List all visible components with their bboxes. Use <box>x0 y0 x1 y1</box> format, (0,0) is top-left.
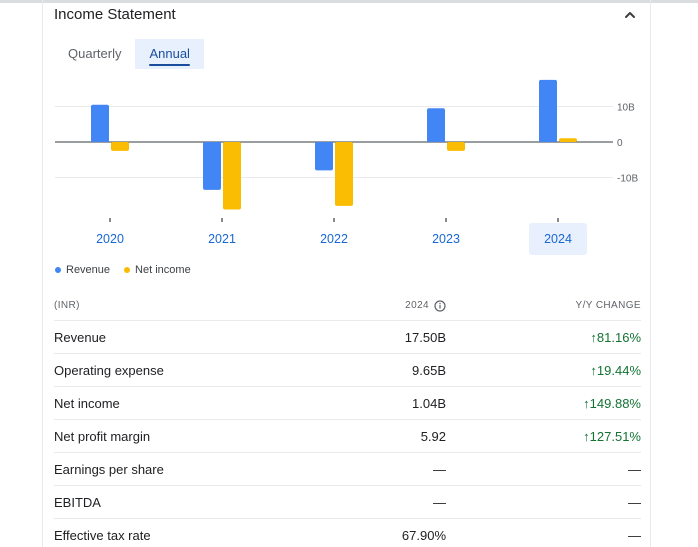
row-value: — <box>433 494 446 510</box>
year-axis: 2020 2021 2022 2023 2024 <box>43 223 650 255</box>
legend-item-net-income: Net income <box>124 262 191 278</box>
card-header[interactable]: Income Statement <box>54 5 644 27</box>
row-label: Operating expense <box>54 362 164 378</box>
row-value: 9.65B <box>412 362 446 378</box>
row-value: 17.50B <box>404 329 446 345</box>
revenue-bar-2022[interactable] <box>315 142 333 171</box>
table-row: Net income 1.04B ↑149.88% <box>54 387 641 420</box>
revenue-bar-2020[interactable] <box>91 104 109 142</box>
year-label-2023[interactable]: 2023 <box>432 232 460 246</box>
row-change: — <box>628 494 641 510</box>
legend-item-revenue: Revenue <box>55 262 110 278</box>
year-label-2022[interactable]: 2022 <box>320 232 348 246</box>
net-income-bar-2024[interactable] <box>559 138 577 142</box>
revenue-bar-2024[interactable] <box>539 79 557 142</box>
table-header: (INR) 2024 Y/Y CHANGE <box>54 291 641 321</box>
row-label: Effective tax rate <box>54 527 151 543</box>
row-label: Net income <box>54 395 120 411</box>
chart-legend: Revenue Net income <box>55 262 191 278</box>
row-label: Earnings per share <box>54 461 164 477</box>
year-label-2020[interactable]: 2020 <box>96 232 124 246</box>
table-row: Operating expense 9.65B ↑19.44% <box>54 354 641 387</box>
row-change: ↑127.51% <box>583 428 641 444</box>
row-label: EBITDA <box>54 494 101 510</box>
top-border <box>0 0 698 3</box>
header-year: 2024 <box>354 299 446 312</box>
row-value: — <box>433 461 446 477</box>
row-change: — <box>628 527 641 543</box>
financials-table: (INR) 2024 Y/Y CHANGE Revenue 17.50B ↑81.1… <box>54 291 641 547</box>
net-income-bar-2023[interactable] <box>447 142 465 151</box>
income-chart: 10B 0 -10B <box>43 73 650 263</box>
table-row: EBITDA — — <box>54 486 641 519</box>
card-border-left <box>42 0 43 547</box>
table-row: Earnings per share — — <box>54 453 641 486</box>
y-tick-label: -10B <box>617 174 638 185</box>
revenue-bar-2021[interactable] <box>203 142 221 190</box>
table-row: Revenue 17.50B ↑81.16% <box>54 321 641 354</box>
y-tick-label: 0 <box>617 138 623 149</box>
row-value: 1.04B <box>412 395 446 411</box>
chart-plot: 10B 0 -10B <box>55 79 638 222</box>
year-label-2024[interactable]: 2024 <box>529 223 587 255</box>
tab-annual[interactable]: Annual <box>135 39 204 69</box>
row-change: ↑19.44% <box>590 362 641 378</box>
row-label: Revenue <box>54 329 107 345</box>
row-change: ↑81.16% <box>590 329 641 345</box>
y-tick-label: 10B <box>617 103 635 114</box>
info-icon[interactable] <box>434 299 446 312</box>
period-tabs: Quarterly Annual <box>54 39 204 69</box>
legend-label-revenue: Revenue <box>66 264 111 276</box>
chevron-up-icon[interactable] <box>620 5 640 25</box>
row-change: ↑149.88% <box>583 395 641 411</box>
revenue-bar-2023[interactable] <box>427 108 445 142</box>
net-income-bar-2020[interactable] <box>111 142 129 151</box>
table-row: Net profit margin 5.92 ↑127.51% <box>54 420 641 453</box>
revenue-legend-dot <box>55 267 61 273</box>
header-currency: (INR) <box>54 300 80 311</box>
income-statement-card: Income Statement Quarterly Annual 10B 0 -1… <box>43 3 650 547</box>
table-body: Revenue 17.50B ↑81.16% Operating expense 9.6… <box>54 321 641 547</box>
header-year-label: 2024 <box>405 300 429 311</box>
legend-label-net-income: Net income <box>135 264 191 276</box>
header-yoy-change: Y/Y CHANGE <box>575 300 641 311</box>
table-row: Effective tax rate 67.90% — <box>54 519 641 547</box>
row-change: — <box>628 461 641 477</box>
year-label-2021[interactable]: 2021 <box>208 232 236 246</box>
row-label: Net profit margin <box>54 428 151 444</box>
card-border-right <box>650 0 651 547</box>
tab-quarterly[interactable]: Quarterly <box>68 46 122 61</box>
net-income-bar-2021[interactable] <box>223 142 241 210</box>
net-income-legend-dot <box>124 267 131 273</box>
net-income-bar-2022[interactable] <box>335 142 353 206</box>
row-value: 5.92 <box>420 428 446 444</box>
row-value: 67.90% <box>401 527 446 543</box>
card-title: Income Statement <box>54 6 176 23</box>
